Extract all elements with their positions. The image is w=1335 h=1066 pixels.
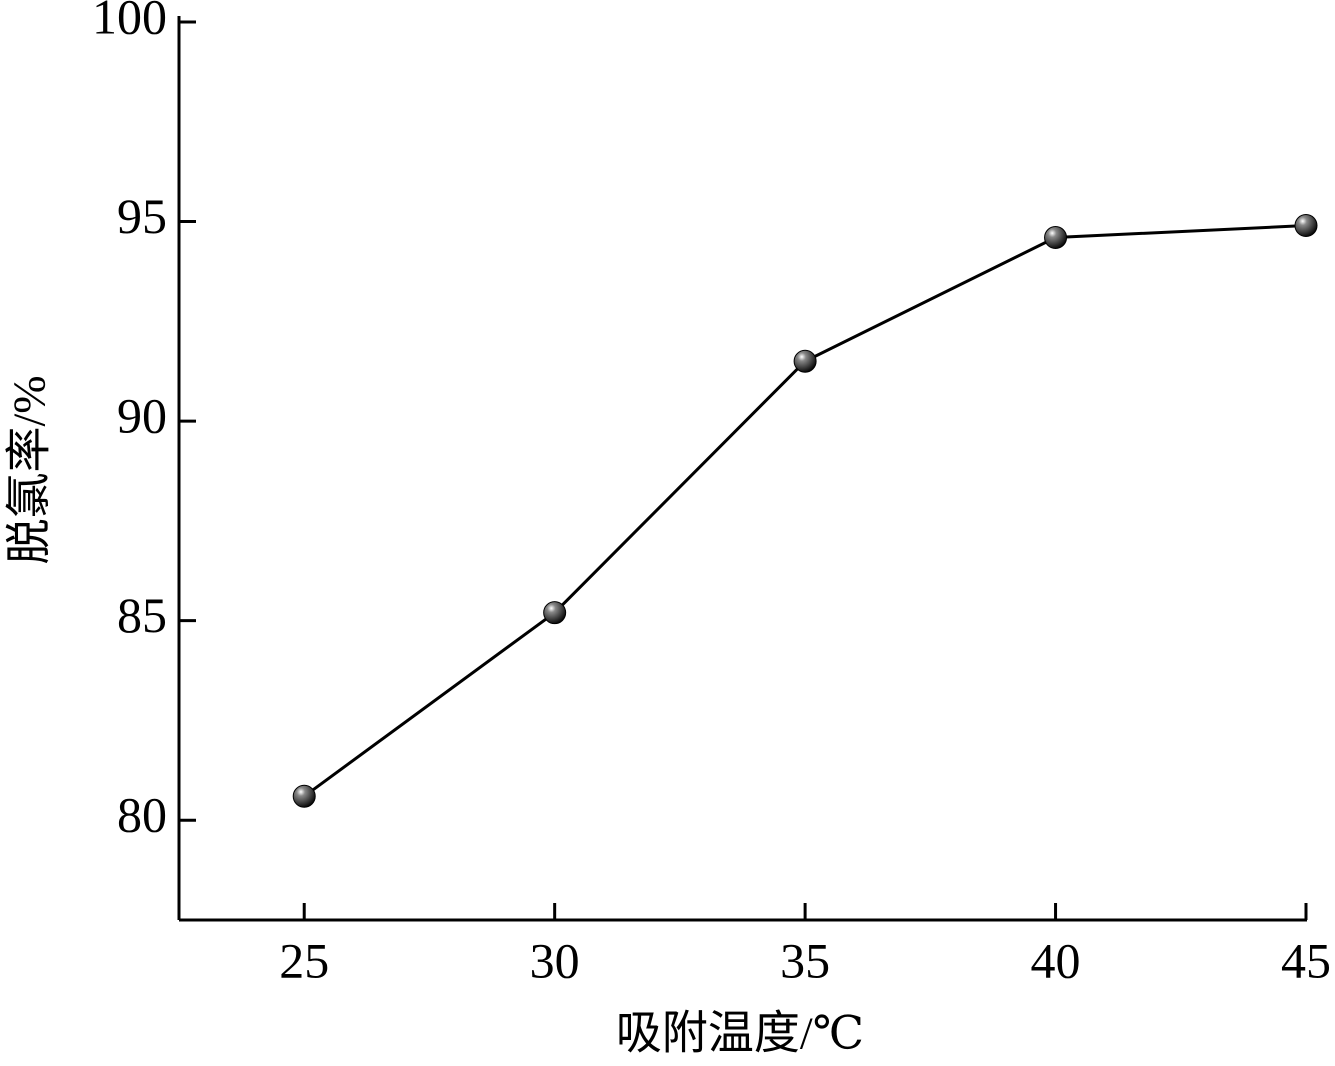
y-axis-label: 脱氯率/% — [4, 375, 55, 564]
x-axis-label: 吸附温度/℃ — [616, 1008, 864, 1059]
x-tick-label: 35 — [780, 932, 830, 988]
x-tick-label: 40 — [1031, 932, 1081, 988]
data-line — [303, 224, 1307, 798]
x-tick-label: 30 — [530, 932, 580, 988]
y-tick-label: 85 — [117, 587, 167, 643]
y-tick-label: 80 — [117, 787, 167, 843]
x-tick-label: 45 — [1281, 932, 1331, 988]
data-point — [1294, 214, 1318, 238]
x-tick-label: 25 — [279, 932, 329, 988]
data-point — [543, 601, 567, 625]
data-point — [793, 349, 817, 373]
data-point — [292, 784, 316, 808]
data-point — [1044, 226, 1068, 250]
y-tick-label: 100 — [92, 0, 167, 44]
y-tick-label: 90 — [117, 388, 167, 444]
y-tick-label: 95 — [117, 188, 167, 244]
